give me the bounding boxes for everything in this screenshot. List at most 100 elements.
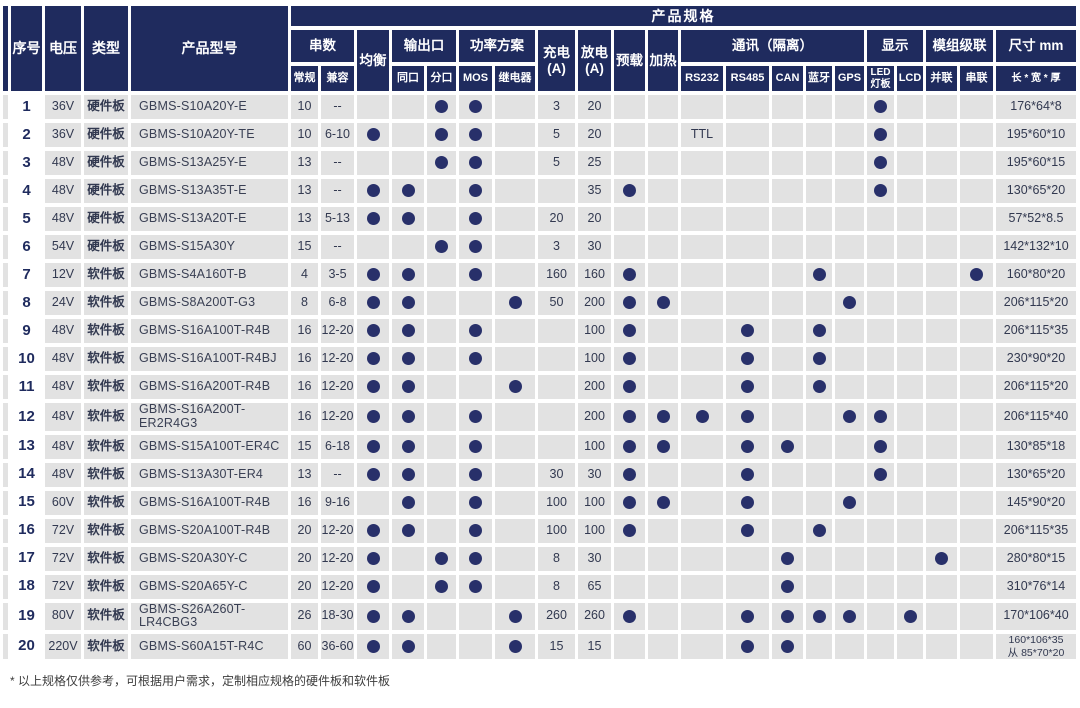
feature-dot-icon (812, 324, 826, 338)
spec-cell (835, 151, 864, 175)
spec-cell (459, 634, 492, 660)
feature-dot-icon (935, 551, 948, 565)
spec-cell (459, 403, 492, 431)
feature-dot-icon (469, 523, 482, 537)
spec-cell: 160 (578, 263, 611, 287)
spec-cell (926, 151, 957, 175)
feature-dot-icon (401, 296, 415, 310)
spec-cell: 206*115*35 (996, 319, 1076, 343)
spec-cell (357, 291, 389, 315)
spec-cell (897, 151, 923, 175)
spec-cell (614, 375, 645, 399)
feature-dot-icon (366, 268, 380, 282)
feature-dot-icon (874, 100, 887, 114)
spec-cell (427, 375, 456, 399)
spec-cell (648, 490, 678, 515)
model-cell: GBMS-S16A100T-R4BJ (131, 347, 288, 371)
spec-cell: -- (321, 95, 354, 119)
feature-dot-icon (469, 268, 482, 282)
spec-cell (427, 462, 456, 487)
feature-dot-icon (812, 268, 826, 282)
spec-cell (806, 319, 832, 343)
spec-cell (357, 602, 389, 630)
model-cell: GBMS-S26A260T-LR4CBG3 (131, 602, 288, 630)
spec-cell: 6-18 (321, 434, 354, 459)
model-cell: GBMS-S16A200T-ER2R4G3 (131, 402, 288, 431)
spec-cell: -- (321, 151, 354, 175)
feature-dot-icon (401, 439, 415, 453)
spec-cell (726, 574, 769, 599)
spec-cell (806, 123, 832, 147)
spec-cell (960, 462, 993, 487)
spec-cell: 5-13 (321, 207, 354, 231)
spec-cell: 15 (578, 634, 611, 660)
spec-cell (772, 518, 803, 543)
spec-cell (726, 375, 769, 399)
feature-dot-icon (623, 495, 636, 509)
spec-cell (835, 207, 864, 231)
feature-dot-icon (695, 410, 709, 424)
spec-cell: 35 (578, 179, 611, 203)
spec-cell (648, 151, 678, 175)
edge-cell (3, 490, 8, 515)
type-cell: 硬件板 (84, 123, 128, 147)
sub-header-normal: 常规 (291, 66, 318, 91)
spec-cell (614, 574, 645, 599)
feature-dot-icon (781, 551, 794, 565)
table-row: 5 48V 硬件板 GBMS-S13A20T-E 13 5-13 20 20 57*52*8.5 (3, 207, 1076, 231)
spec-cell (726, 490, 769, 515)
feature-dot-icon (469, 128, 482, 142)
model-cell: GBMS-S10A20Y-E (131, 95, 288, 119)
spec-cell (926, 574, 957, 599)
spec-cell (867, 375, 894, 399)
feature-dot-icon (366, 467, 380, 481)
feature-dot-icon (366, 352, 380, 366)
spec-cell (648, 375, 678, 399)
model-cell: GBMS-S20A65Y-C (131, 574, 288, 599)
spec-cell (427, 490, 456, 515)
spec-cell (960, 151, 993, 175)
spec-cell: 100 (578, 490, 611, 515)
spec-cell: 206*115*20 (996, 291, 1076, 315)
spec-cell: 50 (538, 291, 575, 315)
spec-cell (614, 602, 645, 630)
spec-cell (459, 235, 492, 259)
sub-header-gps: GPS (835, 66, 864, 91)
spec-cell (772, 375, 803, 399)
spec-cell (835, 123, 864, 147)
group-preload: 预载 (614, 30, 645, 91)
table-row: 20 220V 软件板 GBMS-S60A15T-R4C 60 36-60 15 15 160*… (3, 634, 1076, 660)
spec-cell (772, 490, 803, 515)
spec-cell (960, 375, 993, 399)
feature-dot-icon (656, 495, 670, 509)
feature-dot-icon (843, 495, 856, 509)
spec-cell (357, 179, 389, 203)
spec-cell (835, 291, 864, 315)
spec-cell: 12-20 (321, 319, 354, 343)
feature-dot-icon (435, 551, 448, 565)
feature-dot-icon (366, 609, 380, 623)
feature-dot-icon (469, 495, 482, 509)
type-cell: 软件板 (84, 546, 128, 571)
spec-cell (867, 602, 894, 630)
spec-cell (681, 207, 723, 231)
spec-cell (681, 574, 723, 599)
spec-cell (427, 319, 456, 343)
spec-cell (648, 403, 678, 431)
type-cell: 软件板 (84, 403, 128, 431)
row-number: 6 (11, 235, 42, 259)
feature-dot-icon (469, 324, 482, 338)
spec-cell (681, 235, 723, 259)
spec-cell: 6-8 (321, 291, 354, 315)
spec-cell: 20 (291, 574, 318, 599)
table-row: 10 48V 软件板 GBMS-S16A100T-R4BJ 16 12-20 100 230*… (3, 347, 1076, 371)
row-number: 20 (11, 634, 42, 660)
feature-dot-icon (469, 551, 482, 565)
feature-dot-icon (623, 324, 636, 338)
feature-dot-icon (741, 639, 754, 653)
spec-cell (726, 179, 769, 203)
feature-dot-icon (843, 609, 856, 623)
spec-cell (681, 602, 723, 630)
spec-cell (772, 123, 803, 147)
spec-cell (357, 574, 389, 599)
